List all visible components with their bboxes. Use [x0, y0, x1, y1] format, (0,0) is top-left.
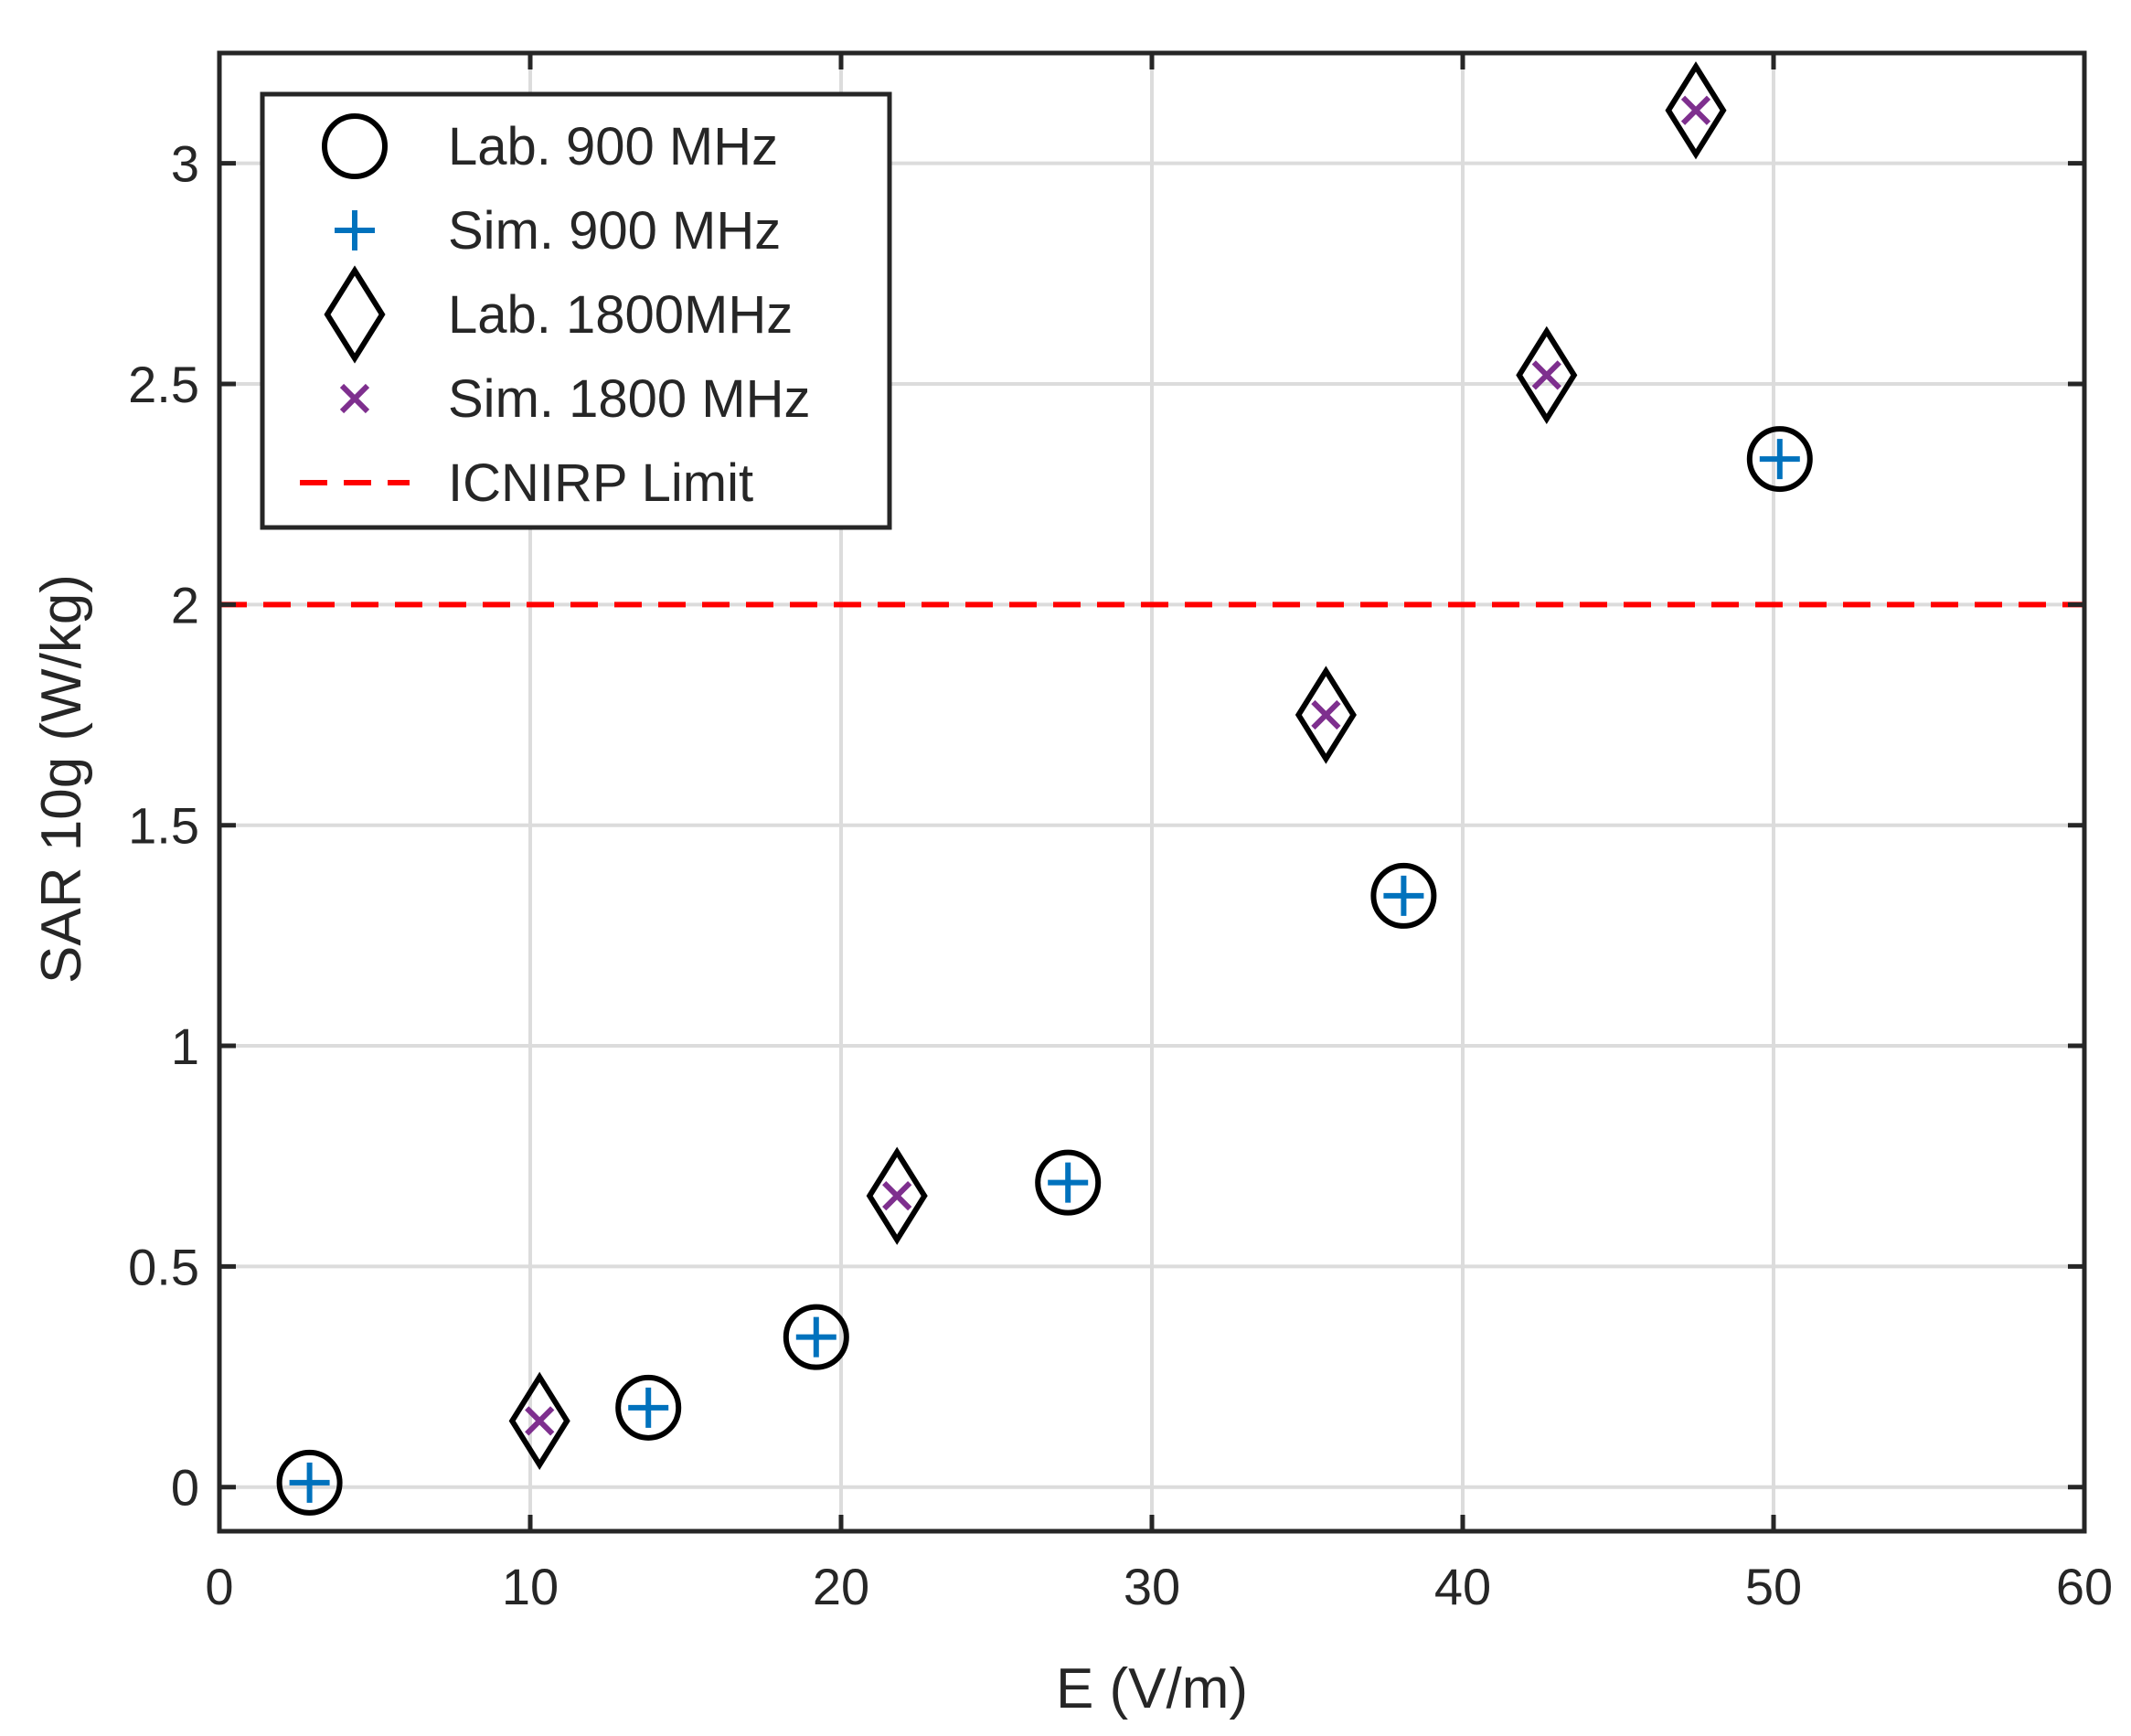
point-lab-900-mhz [615, 1374, 682, 1441]
legend-label-sim-1800-mhz: Sim. 1800 MHz [448, 369, 810, 429]
legend-label-sim-900-mhz: Sim. 900 MHz [448, 201, 781, 261]
point-lab-1800mhz [1295, 666, 1357, 764]
y-axis-title: SAR 10g (W/kg) [30, 574, 93, 984]
point-sim-900-mhz [1759, 439, 1800, 480]
legend: Lab. 900 MHz Sim. 900 MHz Lab. 1800MHz Sim.… [260, 91, 892, 530]
x-axis-title: E (V/m) [1056, 1657, 1248, 1720]
point-sim-900-mhz [1383, 875, 1424, 916]
y-tick-label: 1.5 [128, 797, 199, 855]
legend-label-icnirp-limit: ICNIRP Limit [448, 453, 753, 513]
y-tick-label: 0.5 [128, 1238, 199, 1295]
x-tick-label: 30 [1124, 1558, 1180, 1615]
legend-symbol-sim-900-mhz [335, 210, 375, 250]
point-sim-1800-mhz [525, 1406, 555, 1436]
legend-symbol-lab-1800mhz [324, 265, 386, 364]
tick-labels: 0 10 20 30 40 50 60 0 0.5 1 1.5 2 2.5 3 [128, 135, 2113, 1615]
point-lab-900-mhz [1370, 862, 1437, 929]
legend-entry-sim-900-mhz: Sim. 900 MHz [335, 201, 781, 261]
point-lab-1800mhz [508, 1371, 570, 1470]
x-tick-label: 60 [2056, 1558, 2113, 1615]
point-lab-900-mhz [1035, 1149, 1102, 1216]
y-tick-label: 1 [171, 1017, 199, 1075]
y-tick-label: 3 [171, 135, 199, 193]
x-tick-label: 50 [1745, 1558, 1802, 1615]
legend-symbol-lab-900-mhz [322, 113, 388, 179]
y-tick-label: 0 [171, 1459, 199, 1517]
point-lab-1800mhz [1516, 325, 1578, 425]
point-sim-900-mhz [1048, 1162, 1089, 1203]
point-sim-1800-mhz [1531, 360, 1561, 390]
legend-label-lab-900-mhz: Lab. 900 MHz [448, 117, 778, 176]
point-lab-1800mhz [1665, 61, 1727, 160]
x-tick-label: 20 [813, 1558, 869, 1615]
point-sim-1800-mhz [882, 1181, 912, 1211]
legend-entry-sim-1800-mhz: Sim. 1800 MHz [339, 369, 810, 429]
data-markers [276, 61, 1813, 1516]
y-tick-label: 2.5 [128, 356, 199, 413]
x-tick-label: 0 [205, 1558, 233, 1615]
point-sim-1800-mhz [1680, 95, 1711, 125]
point-sim-900-mhz [795, 1316, 836, 1358]
x-tick-label: 40 [1434, 1558, 1491, 1615]
legend-box [260, 91, 892, 530]
point-lab-900-mhz [783, 1304, 849, 1370]
legend-entry-icnirp-limit: ICNIRP Limit [300, 453, 753, 513]
point-sim-900-mhz [628, 1387, 669, 1428]
point-sim-1800-mhz [1311, 699, 1341, 730]
legend-symbol-sim-1800-mhz [339, 383, 370, 414]
point-sim-900-mhz [289, 1462, 330, 1503]
axis-ticks [217, 53, 2087, 1531]
point-lab-900-mhz [276, 1449, 343, 1516]
x-tick-label: 10 [502, 1558, 559, 1615]
y-tick-label: 2 [171, 576, 199, 634]
point-lab-1800mhz [866, 1146, 928, 1245]
legend-label-lab-1800mhz: Lab. 1800MHz [448, 285, 793, 345]
point-lab-900-mhz [1746, 426, 1813, 493]
legend-entry-lab-900-mhz: Lab. 900 MHz [322, 113, 778, 179]
legend-entry-lab-1800mhz: Lab. 1800MHz [324, 265, 793, 364]
